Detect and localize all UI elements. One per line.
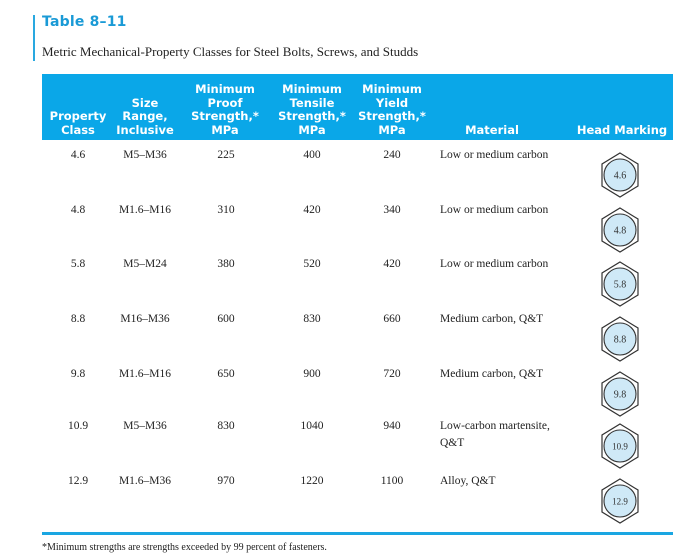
header-proof: Minimum Proof Strength,* MPa (191, 82, 259, 137)
cell-proof: 970 (217, 475, 235, 487)
cell-material: Low or medium carbon (440, 256, 548, 273)
header-line: Size (131, 95, 159, 110)
cell-class: 9.8 (70, 368, 86, 380)
cell-material: Medium carbon, Q&T (440, 366, 543, 383)
head-marking-hexagon-icon: 5.8 (600, 261, 640, 307)
table-number: Table 8–11 (42, 14, 127, 30)
head-marking-hexagon-icon: 9.8 (600, 371, 640, 417)
header-line: Range, (122, 109, 168, 123)
cell-proof: 380 (217, 258, 235, 270)
cell-yield: 420 (383, 258, 401, 270)
cell-size: M5–M36 (123, 149, 167, 161)
material-line: Medium carbon, Q&T (440, 313, 544, 325)
head-marking-hexagon-icon: 8.8 (600, 316, 640, 362)
cell-size: M1.6–M16 (118, 368, 172, 380)
cell-size: M5–M36 (123, 420, 167, 432)
cell-class: 12.9 (67, 475, 89, 487)
head-marking-hexagon-icon: 10.9 (600, 423, 640, 469)
cell-tensile: 400 (303, 149, 321, 161)
header-line: Inclusive (116, 122, 174, 137)
head-marking-label: 8.8 (614, 335, 627, 346)
head-marking-label: 12.9 (612, 497, 628, 507)
cell-class: 4.6 (70, 149, 86, 161)
cell-material: Low-carbon martensite, Q&T (440, 418, 550, 452)
cell-yield: 660 (383, 313, 401, 325)
cell-proof: 650 (217, 368, 235, 380)
cell-size: M16–M36 (120, 313, 170, 325)
head-marking-hexagon-icon: 12.9 (600, 478, 640, 524)
head-marking-hexagon-icon: 4.8 (600, 207, 640, 253)
cell-material: Low or medium carbon (440, 147, 548, 164)
cell-class: 10.9 (67, 420, 89, 432)
cell-class: 8.8 (70, 313, 86, 325)
table-title: Metric Mechanical-Property Classes for S… (42, 44, 419, 59)
material-line: Low or medium carbon (440, 258, 549, 270)
head-marking-label: 10.9 (612, 442, 628, 452)
head-marking-label: 5.8 (614, 280, 627, 291)
header-line: Strength,* (191, 109, 259, 123)
cell-yield: 240 (383, 149, 401, 161)
cell-size: M1.6–M16 (118, 204, 172, 216)
header-line: Tensile (289, 95, 335, 110)
material-line: Low-carbon martensite, (440, 420, 550, 432)
cell-size: M1.6–M36 (118, 475, 172, 487)
header-line: Yield (375, 95, 409, 110)
header-line: Minimum (362, 82, 422, 96)
header-line: Proof (207, 95, 243, 110)
header-line: MPa (298, 122, 326, 137)
material-line: Low or medium carbon (440, 204, 549, 216)
cell-tensile: 900 (303, 368, 321, 380)
cell-material: Medium carbon, Q&T (440, 311, 543, 328)
cell-tensile: 1220 (300, 475, 324, 487)
header-yield: Minimum Yield Strength,* MPa (358, 82, 426, 137)
material-line: Q&T (440, 437, 465, 449)
header-material: Material (465, 122, 519, 138)
cell-proof: 310 (217, 204, 235, 216)
table-header: Property Class Size Range, Inclusive Minimum P… (42, 74, 673, 140)
cell-tensile: 1040 (300, 420, 324, 432)
footnote: *Minimum strengths are strengths exceede… (42, 542, 327, 553)
head-marking-label: 9.8 (614, 390, 627, 401)
cell-yield: 340 (383, 204, 401, 216)
header-line: Class (61, 122, 95, 137)
accent-bar (33, 15, 35, 61)
material-line: Low or medium carbon (440, 149, 549, 161)
cell-yield: 940 (383, 420, 401, 432)
header-line: Property (49, 109, 107, 123)
cell-proof: 830 (217, 420, 235, 432)
cell-material: Low or medium carbon (440, 202, 548, 219)
material-line: Alloy, Q&T (440, 475, 496, 487)
cell-yield: 1100 (380, 475, 404, 487)
header-property-class: Property Class (49, 109, 107, 137)
cell-tensile: 520 (303, 258, 321, 270)
header-line: MPa (378, 122, 406, 137)
cell-proof: 225 (217, 149, 235, 161)
header-line: Strength,* (278, 109, 346, 123)
header-line: Material (465, 122, 519, 137)
header-line: Minimum (195, 82, 255, 96)
head-marking-hexagon-icon: 4.6 (600, 152, 640, 198)
cell-proof: 600 (217, 313, 235, 325)
header-line: Minimum (282, 82, 342, 96)
header-line: Head Marking (576, 122, 668, 137)
header-line: MPa (211, 122, 239, 137)
header-head-marking: Head Marking (576, 122, 668, 138)
cell-size: M5–M24 (123, 258, 167, 270)
header-size-range: Size Range, Inclusive (116, 95, 174, 138)
material-line: Medium carbon, Q&T (440, 368, 544, 380)
head-marking-label: 4.8 (614, 226, 627, 237)
cell-yield: 720 (383, 368, 401, 380)
cell-tensile: 420 (303, 204, 321, 216)
cell-tensile: 830 (303, 313, 321, 325)
header-tensile: Minimum Tensile Strength,* MPa (278, 82, 346, 137)
bottom-rule (42, 532, 673, 535)
cell-class: 5.8 (70, 258, 86, 270)
cell-material: Alloy, Q&T (440, 473, 495, 490)
header-line: Strength,* (358, 109, 426, 123)
cell-class: 4.8 (70, 204, 86, 216)
head-marking-label: 4.6 (614, 171, 627, 182)
